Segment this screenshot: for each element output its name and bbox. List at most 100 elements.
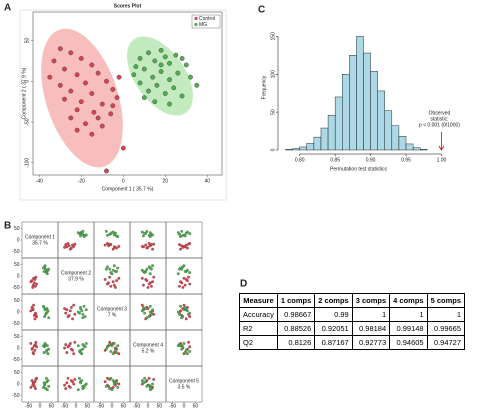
point <box>104 384 108 388</box>
point <box>31 383 35 387</box>
point <box>104 229 108 233</box>
point <box>104 347 108 351</box>
point <box>76 310 80 314</box>
point <box>42 266 45 270</box>
point <box>147 383 151 387</box>
point <box>111 268 115 272</box>
x-tick-label: 0 <box>122 178 125 184</box>
point <box>84 233 88 237</box>
point <box>151 233 154 237</box>
point <box>103 278 107 281</box>
point <box>140 309 144 313</box>
point <box>180 316 184 320</box>
point <box>71 317 74 321</box>
point <box>140 276 144 280</box>
y-tick-label: -50 <box>12 357 19 363</box>
point <box>57 46 63 52</box>
point <box>29 386 33 389</box>
arrow-head <box>438 145 445 151</box>
point <box>184 348 188 352</box>
point <box>68 247 72 251</box>
y-tick-label: 50 <box>24 38 30 44</box>
point <box>84 382 88 386</box>
point <box>29 280 33 284</box>
point <box>179 309 182 313</box>
point <box>152 242 156 246</box>
point <box>66 315 70 318</box>
point <box>34 312 38 316</box>
point <box>33 317 37 321</box>
point <box>46 379 50 382</box>
point <box>158 47 164 53</box>
matrix-cell <box>21 257 59 295</box>
point <box>81 384 85 388</box>
point <box>186 246 189 250</box>
point <box>145 384 149 388</box>
point <box>152 275 156 279</box>
point <box>111 247 115 251</box>
point <box>71 380 74 384</box>
point <box>82 235 86 238</box>
point <box>178 312 181 316</box>
metrics-table: Measure 1 comps 2 comps 3 comps 4 comps 5 com… <box>239 293 466 350</box>
legend-label: MG <box>199 22 207 28</box>
point <box>111 386 115 389</box>
point <box>183 62 189 68</box>
point <box>148 304 152 308</box>
point <box>114 95 120 100</box>
diagonal-percent: 37.9 % <box>68 276 84 282</box>
diagonal-label: Component 4 <box>133 342 163 348</box>
point <box>78 99 84 105</box>
point <box>66 345 70 349</box>
point <box>167 60 172 66</box>
point <box>112 264 116 268</box>
table-cell: 1 <box>389 307 428 322</box>
point <box>108 267 112 271</box>
x-tick-label: 0.80 <box>295 157 305 163</box>
point <box>43 264 47 268</box>
point <box>179 56 185 61</box>
point <box>147 376 151 380</box>
matrix-cell <box>93 329 131 367</box>
point <box>82 344 86 348</box>
point <box>187 340 190 344</box>
point <box>42 306 46 309</box>
point <box>34 340 38 344</box>
point <box>76 231 80 235</box>
bar <box>419 149 428 151</box>
point <box>108 343 112 346</box>
bar <box>285 149 293 151</box>
point <box>72 352 76 356</box>
point <box>78 56 84 61</box>
x-tick-label: -50 <box>61 403 68 409</box>
point <box>80 309 84 313</box>
point <box>140 230 144 234</box>
point <box>73 378 77 381</box>
point <box>115 351 118 354</box>
bar <box>370 71 378 151</box>
plot-area <box>32 11 223 176</box>
y-tick-label: -50 <box>12 321 19 327</box>
bar <box>391 125 400 151</box>
point <box>80 379 84 382</box>
y-tick-label: -50 <box>12 393 19 399</box>
point <box>184 317 188 321</box>
matrix-cell <box>57 293 95 331</box>
matrix-cell <box>21 329 59 367</box>
point <box>188 311 192 315</box>
matrix-cell <box>165 293 203 331</box>
point <box>141 66 147 72</box>
diagonal-percent: 3.5 % <box>178 384 191 390</box>
point <box>179 247 182 251</box>
point <box>131 72 137 78</box>
point <box>151 264 154 268</box>
point <box>188 271 192 274</box>
point <box>73 312 77 316</box>
point <box>183 234 187 238</box>
point <box>68 115 74 121</box>
point <box>114 245 117 249</box>
point <box>84 342 88 345</box>
point <box>114 348 117 352</box>
x-tick-label: 0.95 <box>401 157 411 163</box>
point <box>57 82 63 88</box>
